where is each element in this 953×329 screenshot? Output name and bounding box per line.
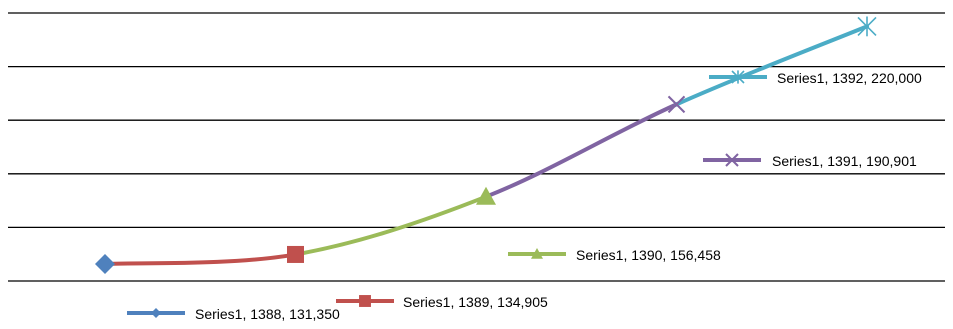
data-label: Series1, 1391, 190,901 bbox=[772, 153, 917, 169]
x-icon bbox=[725, 153, 739, 167]
data-label: Series1, 1389, 134,905 bbox=[403, 294, 548, 310]
line-segment bbox=[293, 194, 488, 257]
data-label-key bbox=[336, 295, 394, 307]
data-labels: Series1, 1388, 131,350 Series1, 1389, 134… bbox=[127, 70, 922, 322]
triangle-icon bbox=[531, 248, 543, 259]
x-icon-stroke bbox=[667, 95, 686, 114]
series-line bbox=[103, 24, 869, 266]
line-segment bbox=[674, 24, 869, 107]
x-icon-stroke bbox=[725, 153, 739, 167]
triangle-icon bbox=[476, 186, 496, 205]
star-icon bbox=[731, 70, 745, 84]
line-segment bbox=[484, 102, 679, 199]
square-icon bbox=[287, 245, 304, 263]
data-label-key bbox=[703, 153, 761, 167]
data-label-key bbox=[709, 70, 767, 84]
diamond-icon bbox=[151, 308, 161, 318]
data-label-key bbox=[127, 308, 185, 318]
diamond-icon bbox=[95, 253, 115, 274]
gridlines bbox=[8, 12, 945, 282]
data-label: Series1, 1392, 220,000 bbox=[777, 70, 922, 86]
star-icon bbox=[857, 16, 877, 37]
line-segment bbox=[103, 252, 298, 266]
data-label: Series1, 1388, 131,350 bbox=[195, 306, 340, 322]
data-label-key bbox=[508, 248, 566, 259]
square-icon bbox=[359, 295, 371, 307]
series-markers bbox=[95, 16, 877, 274]
x-icon bbox=[667, 95, 686, 114]
data-label: Series1, 1390, 156,458 bbox=[576, 247, 721, 263]
